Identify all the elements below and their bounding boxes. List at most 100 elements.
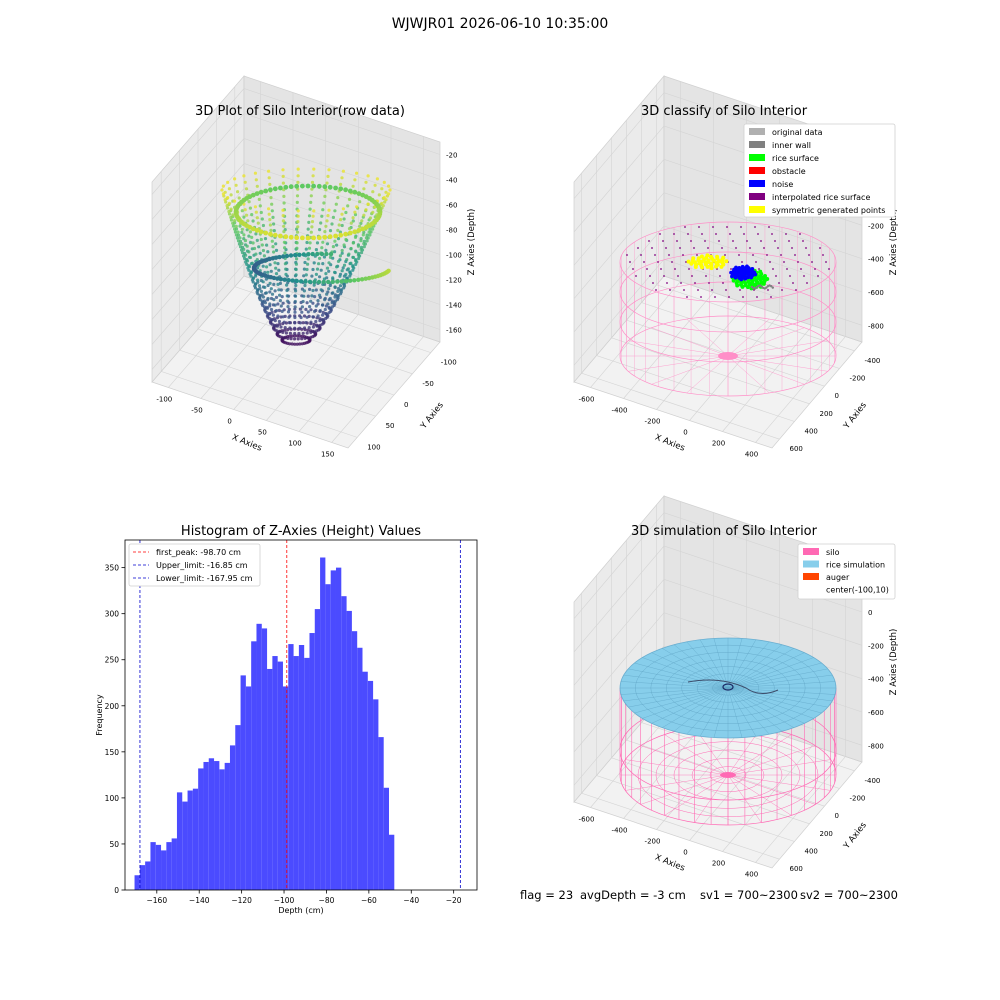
raw-point [254,252,258,256]
raw-point [276,262,280,266]
raw-point [243,180,247,184]
cls-interp-point [643,261,645,263]
raw-point [296,214,300,218]
raw-point [258,251,262,255]
cls-legend-swatch [749,141,765,148]
cls-legend-label: symmetric generated points [772,206,885,215]
sim-grid-y [611,557,810,825]
raw-point [340,223,344,228]
raw-point [321,310,325,314]
cls-symmetric-point [709,254,713,259]
raw-point [231,224,235,228]
cls-interp-point [789,275,791,277]
raw-point [314,272,318,276]
raw-point [248,206,252,210]
raw-point [334,202,338,206]
cls-interp-point [711,289,713,291]
classify-3d-plot: -600-400-20002004006004002000-200-400200… [573,75,899,459]
raw-point [304,247,308,251]
raw-point [327,261,331,265]
histogram-bar [187,790,193,890]
cls-grid-y [656,84,855,352]
raw-point [314,319,318,324]
raw-point [242,174,246,178]
raw-point [303,260,307,265]
raw-point [236,239,241,243]
cls-interp-point [651,247,653,249]
raw-point [344,237,348,242]
sim-ztick-label: -400 [868,676,884,684]
raw-point [226,196,230,200]
cls-rice-point [765,276,770,281]
cls-interp-point [746,240,748,242]
raw-point [359,247,363,251]
raw-grid-z [151,113,441,220]
cls-xtick-label: -400 [612,407,628,415]
raw-point [296,180,300,184]
raw-point [281,219,285,223]
raw-point [251,276,256,280]
raw-point [309,200,313,204]
raw-point [315,329,319,333]
raw-band-point [326,279,331,285]
cls-interp-point [684,226,686,228]
raw-point [276,302,280,306]
raw-point [220,188,224,192]
cls-interp-point [718,240,720,242]
histogram-bar [357,647,363,890]
cls-rice-point [735,283,740,288]
raw-point [250,261,254,265]
histogram-frame [124,539,478,891]
histogram-bar [192,788,199,890]
cls-silo-radial [727,355,770,394]
raw-point [274,272,279,276]
cls-interp-point [743,233,745,235]
cls-interp-point [691,275,693,277]
raw-rim-point [338,232,344,238]
raw-point [254,210,258,214]
raw-point [351,255,356,260]
raw-point [306,328,310,332]
raw-point [286,336,290,340]
cls-interp-point [795,289,797,291]
raw-point [235,236,239,240]
raw-point [256,221,260,225]
cls-noise-point [749,275,754,280]
raw-point [284,331,288,335]
cls-interp-point [785,233,787,235]
raw-point [283,246,287,250]
histogram-bar [229,745,236,890]
sim-silo-radial [640,745,729,776]
raw-point [270,310,274,314]
raw-point [258,204,262,208]
sim-rice-mesh-radial [662,648,729,689]
cls-legend-label: obstacle [772,167,806,176]
cls-interp-point [693,247,695,249]
raw-point [283,326,287,330]
histogram-xtick-label: −100 [274,896,295,905]
cls-rice-point [762,274,767,279]
cls-interp-point [805,247,807,249]
sim-ztick-label: 0 [868,609,872,617]
sim-rice-mesh-radial [727,687,822,714]
raw-point [274,266,278,270]
raw-point [305,240,309,245]
cls-interp-point [697,289,699,291]
raw-point [244,187,249,191]
cls-interp-point [648,240,650,242]
raw-point [313,295,317,299]
raw-rim-point [311,235,316,241]
raw-point [355,205,359,209]
cls-wall-point [760,285,763,288]
cls-interp-point [728,296,730,298]
sim-rice-mesh-radial [662,687,729,728]
raw-point [259,237,263,242]
cls-interp-point [626,254,628,256]
cls-interp-point [698,226,700,228]
raw-point [266,250,270,254]
raw-rim-point [254,191,260,197]
raw-rim-point [288,234,294,240]
raw-point [312,322,316,326]
histogram-bar [330,570,336,890]
histogram-xtick-label: −60 [361,896,377,905]
